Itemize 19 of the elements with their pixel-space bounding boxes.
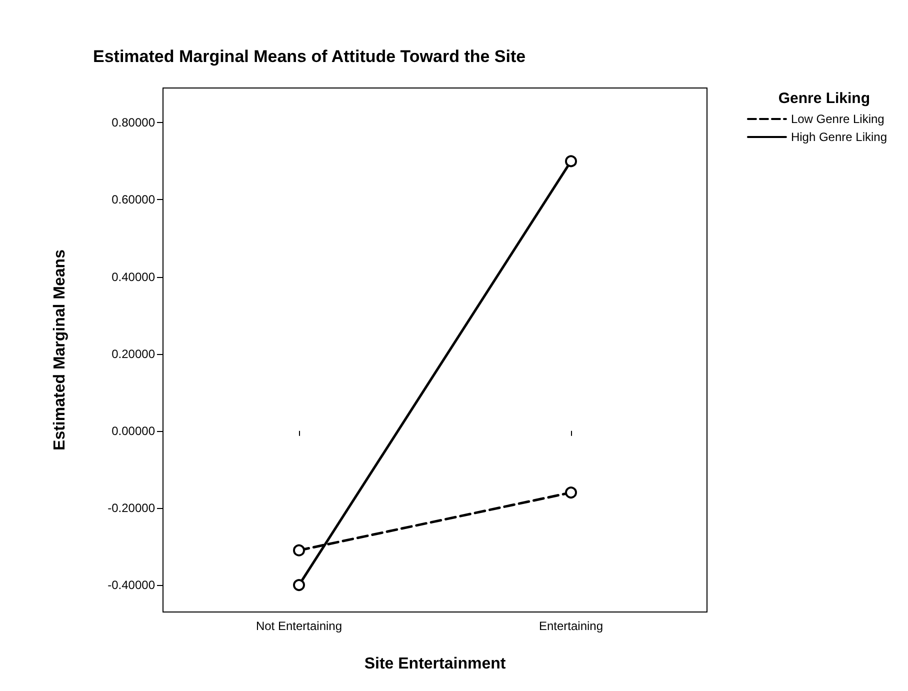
y-tick-label: 0.80000 — [112, 116, 156, 130]
point — [565, 486, 577, 499]
x-tick-label: Not Entertaining — [256, 619, 342, 633]
x-tick-label: Entertaining — [538, 619, 604, 633]
legend-title: Genre Liking — [778, 90, 870, 107]
y-axis-title: Estimated Marginal Means — [52, 249, 68, 450]
point — [565, 155, 577, 168]
point — [293, 579, 305, 592]
y-tick-label: 0.00000 — [112, 424, 156, 438]
y-tick-label: 0.60000 — [112, 192, 156, 207]
y-tick-label: 0.20000 — [112, 346, 156, 361]
legend-label: Low Genre Liking — [790, 112, 884, 126]
chart-title: Estimated Marginal Means of Attitude Toward the Site — [93, 47, 526, 66]
y-tick-label: -0.20000 — [108, 500, 156, 515]
y-tick-label: 0.40000 — [112, 270, 156, 284]
x-axis-title: Site Entertainment — [364, 656, 506, 672]
legend-label: High Genre Liking — [790, 130, 888, 144]
point — [293, 544, 305, 556]
y-tick-label: -0.40000 — [108, 578, 156, 592]
